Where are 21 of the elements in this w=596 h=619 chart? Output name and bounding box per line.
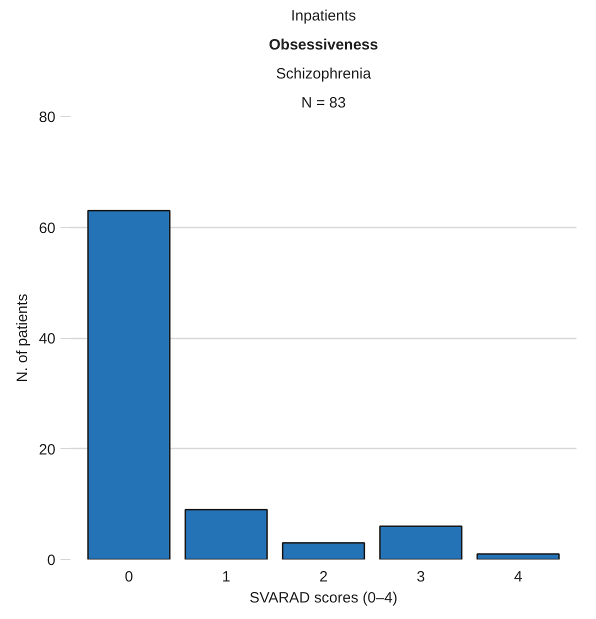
text: Schizophrenia [276,66,372,82]
bar [184,508,268,560]
y-axis-title: N. of patients [14,294,31,382]
x-tick-label: 3 [416,568,425,586]
bar [87,210,171,560]
x-axis-title: SVARAD scores (0–4) [249,590,398,606]
bar [379,526,462,560]
text: N = 83 [301,94,346,112]
x-tick-label: 0 [124,568,134,586]
y-tick-label: 80 [38,109,56,126]
bar [476,553,560,560]
x-tick-label: 1 [222,568,230,586]
x-tick-label: 4 [514,568,522,586]
bar [282,542,366,560]
y-tick-label: 60 [38,220,56,237]
x-tick-label: 2 [319,568,328,586]
y-tick-label: 40 [38,330,56,348]
y-tick-label: 0 [47,552,56,569]
y-tick-label: 20 [38,441,56,458]
chart-title: Inpatients [290,8,356,24]
chart-subtitle: Obsessiveness [268,36,378,54]
